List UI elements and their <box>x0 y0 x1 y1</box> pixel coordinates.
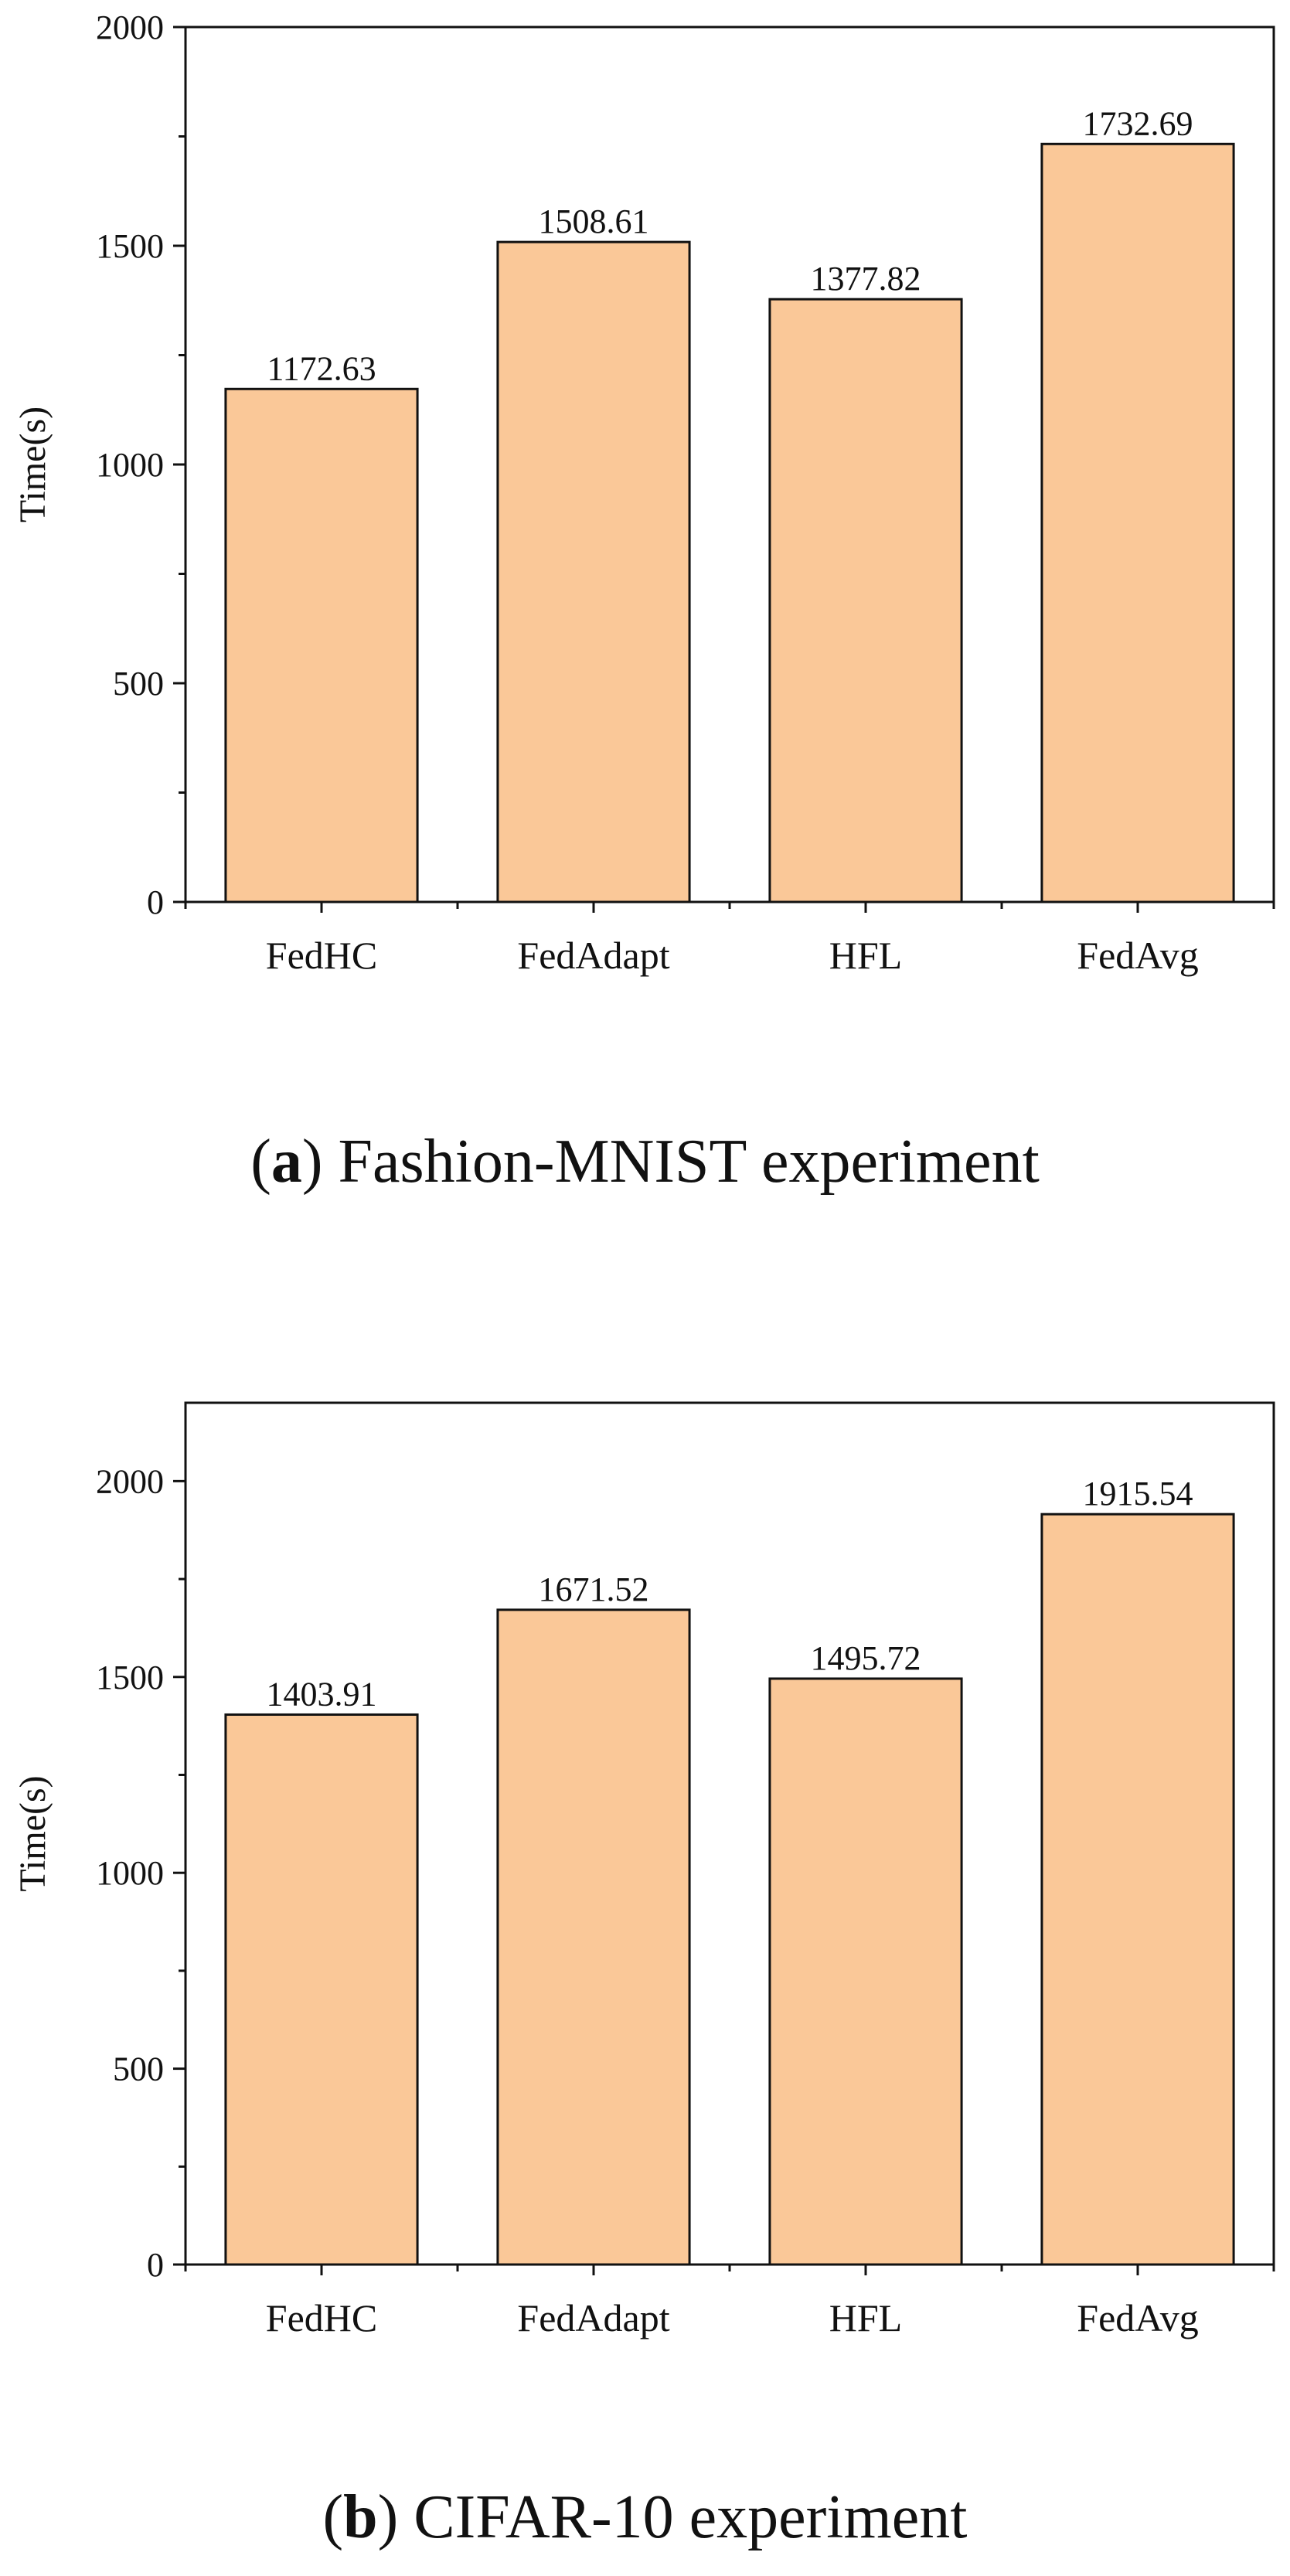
x-tick-label-fedavg: FedAvg <box>1077 2296 1198 2339</box>
y-tick-label: 500 <box>113 665 164 703</box>
data-label-fedhc: 1403.91 <box>267 1675 377 1713</box>
bar-hfl <box>768 298 963 903</box>
x-tick-label-hfl: HFL <box>829 2296 902 2339</box>
x-tick-label-fedadapt: FedAdapt <box>517 934 669 977</box>
data-label-fedadapt: 1508.61 <box>539 202 649 240</box>
y-tick-label: 1500 <box>96 1659 164 1696</box>
data-label-fedavg: 1732.69 <box>1083 104 1193 142</box>
x-tick-label-fedhc: FedHC <box>266 934 377 977</box>
bar-fedadapt <box>496 1608 691 2266</box>
data-label-hfl: 1377.82 <box>811 260 921 298</box>
x-tick-label-fedhc: FedHC <box>266 2296 377 2339</box>
bar-fedavg <box>1040 142 1235 903</box>
y-tick-label: 1000 <box>96 1854 164 1892</box>
caption-a: (a) Fashion-MNIST experiment <box>250 1128 1040 1196</box>
y-tick-label: 2000 <box>96 9 164 46</box>
y-tick-label: 1000 <box>96 446 164 484</box>
bar-hfl <box>768 1677 963 2266</box>
y-axis-label: Time(s) <box>12 1775 53 1891</box>
bar-fedavg <box>1040 1513 1235 2266</box>
data-label-hfl: 1495.72 <box>811 1639 921 1677</box>
x-tick-label-fedavg: FedAvg <box>1077 934 1198 977</box>
bar-fedhc <box>224 387 419 903</box>
bar-fedhc <box>224 1713 419 2266</box>
y-tick-label: 2000 <box>96 1462 164 1500</box>
x-tick-label-hfl: HFL <box>829 934 902 977</box>
x-tick-label-fedadapt: FedAdapt <box>517 2296 669 2339</box>
caption-b-letter: b <box>343 2483 378 2551</box>
data-label-fedhc: 1172.63 <box>267 349 376 387</box>
data-label-fedavg: 1915.54 <box>1083 1475 1193 1513</box>
chart-cifar10: 0 500 1000 1500 2000 Time(s) 1403.91 FedHC 1671.… <box>12 1401 1275 2339</box>
caption-a-letter: a <box>271 1128 302 1196</box>
y-axis-label: Time(s) <box>12 407 53 522</box>
chart-fashion-mnist: 0 500 1000 1500 2000 Time(s) 1172.63 FedHC 1508.… <box>12 9 1275 977</box>
bar-fedadapt <box>496 240 691 903</box>
y-tick-label: 1500 <box>96 227 164 265</box>
data-label-fedadapt: 1671.52 <box>539 1570 649 1608</box>
y-tick-label: 0 <box>147 883 164 921</box>
y-tick-label: 500 <box>113 2050 164 2088</box>
caption-b-text: CIFAR-10 experiment <box>414 2483 968 2551</box>
caption-b: (b) CIFAR-10 experiment <box>322 2483 968 2551</box>
y-tick-label: 0 <box>147 2246 164 2284</box>
caption-a-text: Fashion-MNIST experiment <box>338 1128 1040 1196</box>
